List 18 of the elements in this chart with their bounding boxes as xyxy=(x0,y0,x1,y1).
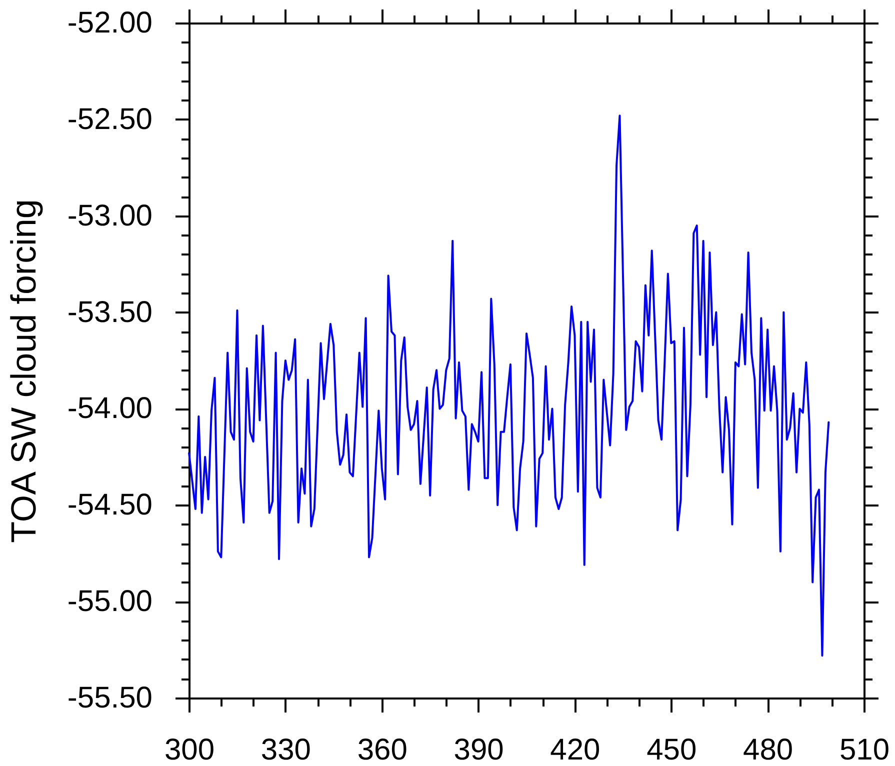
y-tick-label: -55.00 xyxy=(67,585,152,618)
x-tick-label: 360 xyxy=(357,734,408,766)
x-tick-label: 390 xyxy=(454,734,504,766)
x-tick-label: 480 xyxy=(743,734,794,766)
y-tick-label: -52.00 xyxy=(67,6,152,40)
x-tick-label: 510 xyxy=(839,734,890,766)
x-tick-label: 420 xyxy=(550,734,600,766)
y-tick-label: -54.50 xyxy=(67,488,152,522)
y-axis-title: TOA SW cloud forcing xyxy=(4,199,44,543)
x-tick-label: 330 xyxy=(260,734,311,766)
y-tick-label: -53.00 xyxy=(67,199,152,232)
y-tick-label: -53.50 xyxy=(67,296,152,329)
line-series xyxy=(188,114,830,657)
y-tick-label: -55.50 xyxy=(67,682,152,714)
y-tick-label: -52.50 xyxy=(67,102,152,136)
x-tick-label: 450 xyxy=(646,734,697,766)
y-tick-label: -54.00 xyxy=(67,392,152,426)
x-tick-label: 300 xyxy=(164,734,215,766)
